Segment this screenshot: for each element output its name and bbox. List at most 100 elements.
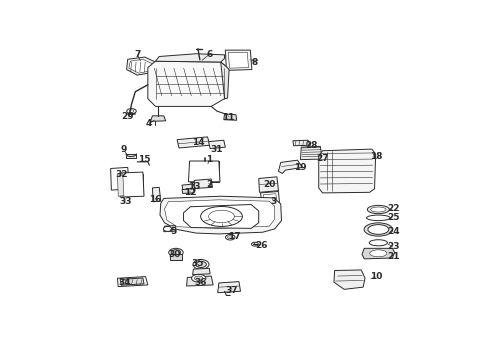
Polygon shape <box>334 270 365 289</box>
Text: 12: 12 <box>184 188 196 197</box>
Polygon shape <box>228 52 248 68</box>
Ellipse shape <box>127 109 136 114</box>
Polygon shape <box>164 226 176 232</box>
Polygon shape <box>193 268 210 275</box>
Ellipse shape <box>171 250 181 255</box>
Ellipse shape <box>369 240 388 246</box>
Polygon shape <box>318 149 376 193</box>
Ellipse shape <box>192 274 206 282</box>
Text: 14: 14 <box>192 138 204 147</box>
Polygon shape <box>209 140 225 149</box>
Text: 13: 13 <box>188 182 200 191</box>
Polygon shape <box>263 194 277 203</box>
Ellipse shape <box>163 226 172 231</box>
Ellipse shape <box>227 236 233 239</box>
Polygon shape <box>120 172 144 197</box>
Text: 35: 35 <box>191 259 203 268</box>
Polygon shape <box>148 61 226 107</box>
Ellipse shape <box>193 260 209 269</box>
Bar <box>120 174 143 194</box>
Polygon shape <box>197 66 202 70</box>
Polygon shape <box>126 57 155 75</box>
Polygon shape <box>182 189 194 193</box>
Text: 4: 4 <box>146 119 152 128</box>
Polygon shape <box>126 153 136 158</box>
Text: 30: 30 <box>168 250 181 259</box>
Polygon shape <box>177 137 210 148</box>
Text: 19: 19 <box>294 163 307 172</box>
Text: 3: 3 <box>271 197 277 206</box>
Polygon shape <box>194 179 212 188</box>
Ellipse shape <box>129 110 134 112</box>
Polygon shape <box>300 146 322 159</box>
Text: 18: 18 <box>370 152 383 161</box>
Polygon shape <box>118 276 148 287</box>
Text: 23: 23 <box>387 242 400 251</box>
Polygon shape <box>118 174 124 196</box>
Text: 32: 32 <box>115 170 127 179</box>
Text: 24: 24 <box>387 227 400 236</box>
Polygon shape <box>160 196 281 234</box>
Text: 33: 33 <box>120 197 132 206</box>
Polygon shape <box>129 59 151 73</box>
Text: 36: 36 <box>195 278 207 287</box>
Ellipse shape <box>195 276 203 280</box>
Polygon shape <box>218 282 241 293</box>
Text: 11: 11 <box>222 113 235 122</box>
Bar <box>191 161 219 182</box>
Polygon shape <box>120 278 144 285</box>
Ellipse shape <box>196 261 206 267</box>
Text: 10: 10 <box>370 271 383 280</box>
Polygon shape <box>225 50 252 70</box>
Ellipse shape <box>364 223 392 236</box>
Text: 21: 21 <box>387 252 400 261</box>
Polygon shape <box>220 62 229 99</box>
Text: 26: 26 <box>255 241 268 250</box>
Polygon shape <box>155 54 224 62</box>
Polygon shape <box>293 140 310 146</box>
Polygon shape <box>261 192 280 205</box>
Ellipse shape <box>371 207 386 212</box>
Ellipse shape <box>368 205 390 214</box>
Text: 17: 17 <box>228 232 241 241</box>
Polygon shape <box>184 204 259 228</box>
Text: 5: 5 <box>170 227 176 236</box>
Ellipse shape <box>370 250 387 257</box>
Bar <box>170 254 182 260</box>
Polygon shape <box>224 114 237 120</box>
Ellipse shape <box>225 234 235 240</box>
Polygon shape <box>189 161 220 182</box>
Polygon shape <box>182 184 195 190</box>
Text: 20: 20 <box>263 180 275 189</box>
Polygon shape <box>362 248 394 259</box>
Ellipse shape <box>209 210 234 223</box>
Text: 6: 6 <box>206 50 213 59</box>
Text: 34: 34 <box>119 278 131 287</box>
Text: 7: 7 <box>134 50 141 59</box>
Polygon shape <box>259 177 278 192</box>
Text: 37: 37 <box>226 286 239 295</box>
Text: 25: 25 <box>387 213 400 222</box>
Polygon shape <box>152 187 161 202</box>
Polygon shape <box>165 200 275 228</box>
Polygon shape <box>187 276 213 286</box>
Ellipse shape <box>200 207 243 226</box>
Text: 15: 15 <box>138 155 150 164</box>
Text: 9: 9 <box>121 145 127 154</box>
Text: 27: 27 <box>316 154 329 163</box>
Text: 2: 2 <box>206 180 213 189</box>
Ellipse shape <box>367 215 390 221</box>
Ellipse shape <box>169 248 183 257</box>
Text: 8: 8 <box>252 58 258 67</box>
Text: 31: 31 <box>210 145 222 154</box>
Polygon shape <box>111 167 129 190</box>
Text: 28: 28 <box>306 141 318 150</box>
Polygon shape <box>195 60 205 66</box>
Polygon shape <box>150 116 166 121</box>
Text: 16: 16 <box>149 195 162 204</box>
Polygon shape <box>278 160 302 174</box>
Ellipse shape <box>251 242 258 246</box>
Text: 22: 22 <box>387 204 400 213</box>
Text: 29: 29 <box>122 112 134 121</box>
Text: 1: 1 <box>206 155 213 164</box>
